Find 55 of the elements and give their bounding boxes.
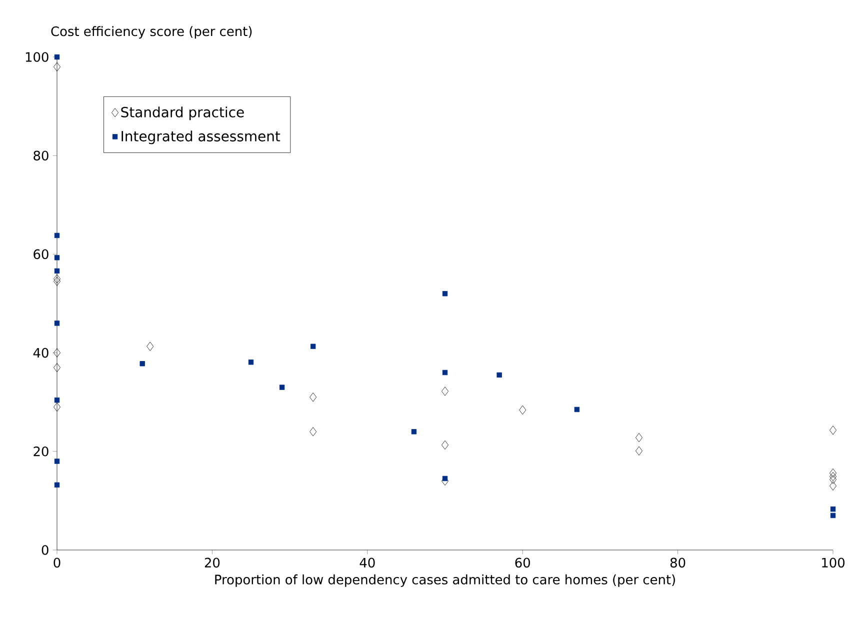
point (830, 512, 836, 518)
point (830, 468, 836, 478)
point (830, 506, 836, 512)
point (146, 342, 154, 351)
point (54, 398, 60, 403)
point (54, 268, 60, 274)
y-tick-label: 100 (26, 52, 48, 62)
point (442, 291, 448, 296)
point (496, 372, 502, 378)
point (279, 384, 285, 390)
point (411, 429, 417, 434)
point (442, 386, 448, 396)
point (442, 476, 448, 482)
point (54, 276, 60, 286)
point (54, 274, 60, 284)
point (636, 446, 642, 456)
y-tick-label: 0 (42, 545, 48, 555)
point (636, 433, 642, 442)
point (54, 402, 60, 412)
point (140, 361, 145, 366)
point (54, 232, 60, 238)
y-tick-label: 80 (34, 150, 48, 160)
x-axis-title: Proportion of low dependency cases admitted to care homes (per cent) (215, 574, 675, 587)
x-tick-label: 80 (670, 558, 686, 568)
x-tick-label: 40 (360, 558, 375, 568)
y-tick-label: 60 (34, 249, 48, 260)
point (830, 474, 836, 484)
y-tick-label: 20 (34, 446, 48, 456)
point (54, 62, 60, 72)
point (54, 255, 60, 260)
x-tick-label: 0 (54, 558, 60, 568)
point (442, 440, 448, 450)
point (574, 406, 580, 412)
y-axis-title: Cost efficiency score (per cent) (51, 26, 252, 39)
point (310, 392, 317, 402)
point (54, 363, 60, 372)
y-tick-label: 40 (33, 348, 48, 358)
point (54, 348, 60, 358)
point (519, 405, 526, 415)
point (54, 54, 60, 60)
point (830, 481, 836, 490)
legend-label: Integrated assessment (122, 130, 280, 144)
point (830, 426, 836, 435)
point (830, 472, 836, 482)
x-tick-label: 20 (204, 558, 220, 568)
point (310, 344, 316, 349)
point (54, 482, 60, 488)
legend-label: Standard practice (121, 106, 244, 120)
point (310, 427, 317, 436)
point (248, 360, 254, 365)
point (54, 458, 60, 464)
point (54, 320, 60, 326)
x-tick-label: 100 (822, 558, 844, 568)
x-tick-label: 60 (515, 558, 530, 568)
point (442, 370, 448, 376)
